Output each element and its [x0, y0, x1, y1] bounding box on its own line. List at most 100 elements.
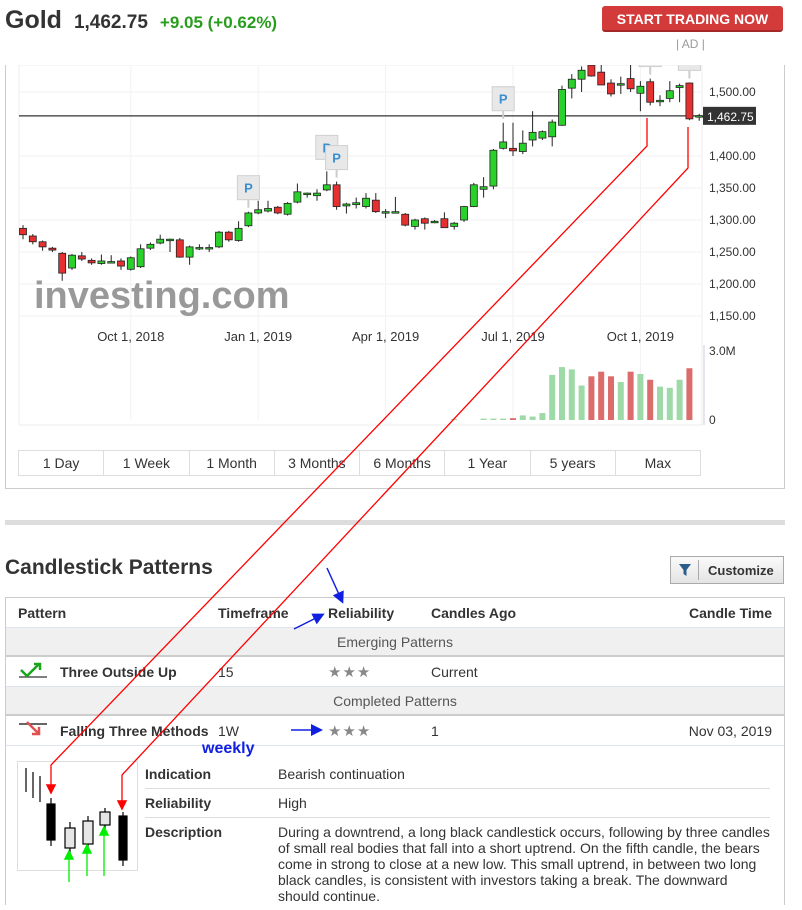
bearish-pattern-icon [18, 720, 48, 741]
candle [303, 192, 312, 196]
candle [244, 212, 253, 227]
volume-bar [480, 418, 487, 420]
detail-indication: Indication Bearish continuation [145, 760, 770, 789]
pattern-name[interactable]: Falling Three Methods [60, 722, 209, 739]
table-row[interactable]: Falling Three Methods 1W ★★★ 1 Nov 03, 2… [6, 716, 784, 746]
range-1-year[interactable]: 1 Year [445, 451, 531, 475]
candle [264, 208, 272, 212]
price-tick-label: 1,150.00 [709, 309, 756, 323]
range-6-months[interactable]: 6 Months [360, 451, 446, 475]
pattern-name[interactable]: Three Outside Up [60, 663, 177, 680]
candles-ago: 1 [431, 722, 439, 739]
range-1-week[interactable]: 1 Week [104, 451, 190, 475]
candle [401, 213, 410, 226]
date-tick-label: Apr 1, 2019 [352, 329, 419, 344]
watermark-logo: investing.com [34, 275, 290, 317]
candlestick-chart[interactable]: 1,500.00 1,400.00 1,350.00 1,300.00 1,250.00… [6, 65, 786, 489]
filter-icon [671, 560, 699, 580]
reliability-value: High [278, 795, 307, 811]
candle [224, 231, 233, 241]
volume-bar [657, 386, 663, 420]
price-tick-label: 1,250.00 [709, 245, 756, 259]
customize-label: Customize [708, 562, 774, 578]
candle [518, 142, 527, 152]
date-tick-label: Jan 1, 2019 [224, 329, 292, 344]
bullish-pattern-icon [18, 661, 48, 682]
candle [146, 243, 155, 249]
volume-bar [490, 418, 497, 420]
candle [371, 199, 380, 213]
candle [293, 191, 302, 203]
volume-bar [617, 382, 624, 420]
candle [577, 69, 586, 80]
candle [205, 247, 214, 250]
volume-bar [451, 419, 458, 420]
date-tick-label: Oct 1, 2019 [607, 329, 674, 344]
plot-area [18, 65, 703, 426]
candle [626, 78, 635, 90]
group-emerging: Emerging Patterns [6, 628, 784, 657]
pattern-marker-label: P [685, 65, 694, 66]
candle [273, 206, 282, 214]
volume-bar [529, 416, 536, 420]
candle [28, 235, 37, 243]
volume-bar [578, 385, 585, 420]
detail-reliability: Reliability High [145, 789, 770, 818]
volume-bar [519, 415, 526, 420]
timeframe: 15 [218, 663, 234, 680]
candle [19, 227, 27, 236]
candle [175, 239, 184, 258]
candle [460, 206, 468, 221]
candle [58, 252, 67, 274]
candle [450, 222, 459, 227]
description-label: Description [145, 824, 223, 840]
volume-bar [539, 413, 546, 420]
candle [283, 202, 292, 215]
range-1-day[interactable]: 1 Day [19, 451, 105, 475]
col-reliability[interactable]: Reliability [328, 604, 395, 621]
candle [332, 184, 341, 207]
candle [391, 211, 400, 214]
date-tick-label: Oct 1, 2018 [97, 329, 164, 344]
volume-bar [686, 368, 693, 420]
volume-bar [568, 369, 575, 420]
instrument-name: Gold [5, 6, 62, 34]
col-candle-time[interactable]: Candle Time [689, 604, 772, 621]
range-max[interactable]: Max [615, 451, 700, 475]
start-trading-button[interactable]: START TRADING NOW [602, 6, 783, 32]
price-chart-panel: 1,500.00 1,400.00 1,350.00 1,300.00 1,250.00… [5, 65, 785, 489]
candle [489, 149, 498, 187]
volume-bar [608, 376, 614, 420]
price-tick-label: 1,350.00 [709, 181, 756, 195]
candle [469, 184, 478, 207]
col-pattern[interactable]: Pattern [18, 604, 67, 621]
range-5-years[interactable]: 5 years [530, 451, 616, 475]
range-1-month[interactable]: 1 Month [189, 451, 275, 475]
candle [538, 131, 547, 139]
candle [548, 121, 557, 138]
volume-bar [588, 376, 595, 420]
table-row[interactable]: Three Outside Up 15 ★★★ Current [6, 657, 784, 687]
col-timeframe[interactable]: Timeframe [218, 604, 289, 621]
candle [136, 248, 145, 268]
candle [499, 141, 508, 149]
customize-button[interactable]: Customize [670, 556, 784, 584]
col-candles-ago[interactable]: Candles Ago [431, 604, 517, 621]
volume-tick-label: 3.0M [709, 344, 736, 358]
candle [48, 247, 57, 251]
candle [68, 254, 76, 269]
candle [411, 219, 419, 227]
candle [185, 246, 194, 258]
candle [87, 259, 96, 264]
candle [420, 218, 429, 224]
volume-bar [627, 371, 634, 420]
candle [607, 82, 615, 95]
candle [509, 147, 517, 152]
range-3-months[interactable]: 3 Months [274, 451, 360, 475]
candle [597, 71, 606, 86]
section-title: Candlestick Patterns [5, 556, 213, 579]
volume-tick-label: 0 [709, 413, 716, 427]
candle [38, 241, 47, 248]
candle [126, 257, 135, 270]
current-price-label: 1,462.75 [707, 110, 754, 124]
